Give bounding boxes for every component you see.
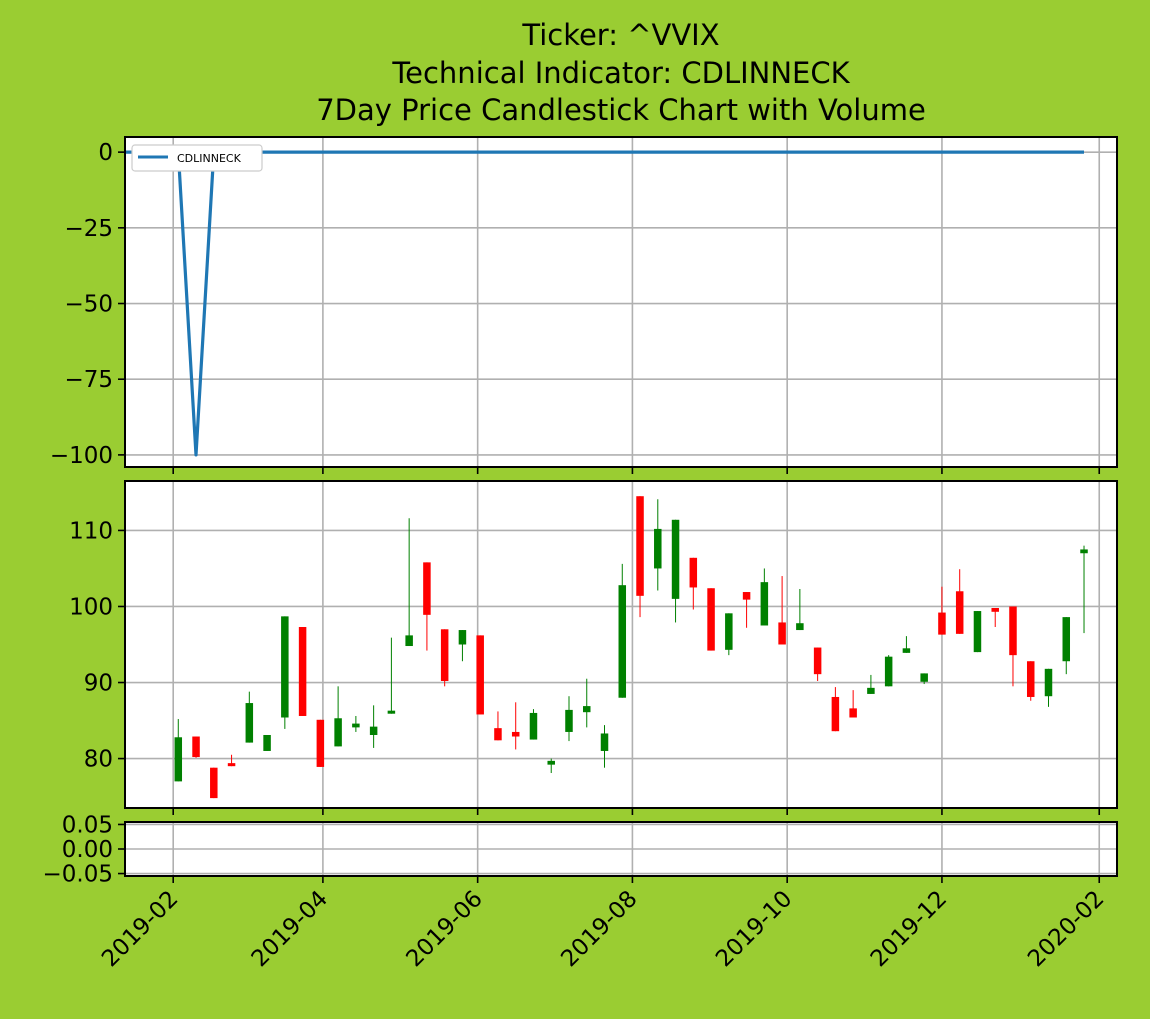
y-tick-label: −0.05 <box>43 862 113 888</box>
candle-body-up <box>405 635 413 647</box>
candle-body-down <box>636 496 644 596</box>
candle-body-down <box>476 635 484 715</box>
candle-body-up <box>884 656 893 687</box>
candle-body-down <box>511 731 520 737</box>
legend-box <box>131 144 263 172</box>
candle-body-down <box>298 627 307 716</box>
candle-body-down <box>210 767 218 799</box>
candle-body-up <box>1080 549 1088 554</box>
candle-body-down <box>689 557 698 588</box>
candle-body-down <box>778 622 786 645</box>
candle-body-up <box>263 734 271 751</box>
candle-body-down <box>707 588 715 651</box>
candle-body-up <box>565 709 573 732</box>
candle-body-down <box>742 592 751 600</box>
candle-body-down <box>440 629 449 682</box>
y-tick-label: 0.00 <box>62 837 113 863</box>
candle-body-up <box>174 737 183 782</box>
candle-body-up <box>654 528 662 569</box>
candle-body-up <box>796 623 804 631</box>
y-tick-label: −100 <box>50 443 113 469</box>
candle-body-down <box>813 647 822 675</box>
y-tick-label: 80 <box>84 747 113 773</box>
candle-body-down <box>316 719 325 767</box>
title-indicator: Technical Indicator: CDLINNECK <box>391 56 850 90</box>
legend-label: CDLINNECK <box>177 152 242 165</box>
x-tick-label: 2020-02 <box>1023 886 1109 972</box>
candle-body-up <box>387 710 396 714</box>
candle-body-up <box>600 733 609 751</box>
candle-body-up <box>369 726 378 735</box>
candle-body-up <box>334 718 342 747</box>
x-tick-label: 2019-02 <box>97 886 183 972</box>
y-tick-label: −50 <box>64 292 113 318</box>
candle-body-up <box>529 712 538 740</box>
candle-body-down <box>849 708 857 718</box>
y-tick-label: −75 <box>64 367 113 393</box>
candle-body-down <box>955 591 964 634</box>
candle-body-up <box>281 616 289 718</box>
volume-panel-border <box>124 821 1118 877</box>
y-tick-label: 90 <box>84 671 113 697</box>
x-tick-label: 2019-10 <box>711 886 797 972</box>
candle-body-down <box>938 612 946 635</box>
candle-body-down <box>831 696 840 732</box>
y-tick-label: 0 <box>98 140 113 166</box>
candle-body-down <box>1026 661 1035 697</box>
candle-body-down <box>494 728 502 741</box>
candle-body-up <box>1044 668 1053 697</box>
candle-body-down <box>423 562 431 615</box>
candle-body-down <box>227 763 236 767</box>
candle-body-down <box>991 607 999 612</box>
candle-body-up <box>973 611 982 653</box>
candle-body-up <box>352 723 360 728</box>
candle-body-up <box>458 630 467 645</box>
candle-body-up <box>725 613 733 650</box>
x-tick-label: 2019-12 <box>866 886 952 972</box>
y-axis-ticks: 0 −25 −50 −75 −100 80 90 100 110 0.050.00−0.05 <box>43 140 125 888</box>
candle-body-up <box>671 519 680 599</box>
chart-title: Ticker: ^VVIX Technical Indicator: CDLIN… <box>316 18 926 127</box>
candle-body-up <box>920 673 928 682</box>
candle-body-up <box>902 648 911 653</box>
y-tick-label: 110 <box>69 518 113 544</box>
title-description: 7Day Price Candlestick Chart with Volume <box>316 93 926 127</box>
candle-body-up <box>582 706 591 713</box>
candle-body-up <box>867 687 875 694</box>
title-ticker: Ticker: ^VVIX <box>521 18 719 52</box>
indicator-panel <box>125 137 1117 467</box>
x-tick-label: 2019-06 <box>402 886 488 972</box>
y-tick-label: 0.05 <box>62 812 113 838</box>
candle-body-up <box>547 760 555 765</box>
indicator-panel-border <box>124 136 1118 468</box>
legend: CDLINNECK <box>131 144 263 172</box>
candle-body-up <box>618 585 627 698</box>
x-tick-label: 2019-04 <box>247 886 333 972</box>
y-tick-label: 100 <box>69 594 113 620</box>
candle-body-down <box>192 736 200 758</box>
x-tick-label: 2019-08 <box>556 886 642 972</box>
candle-body-up <box>760 582 769 626</box>
price-panel-border <box>124 480 1118 809</box>
candlestick-plot <box>174 496 1088 799</box>
y-tick-label: −25 <box>64 216 113 242</box>
candle-body-down <box>1009 606 1017 656</box>
candle-body-up <box>245 703 254 743</box>
candle-body-up <box>1062 617 1071 662</box>
grid-lines <box>125 137 1117 876</box>
